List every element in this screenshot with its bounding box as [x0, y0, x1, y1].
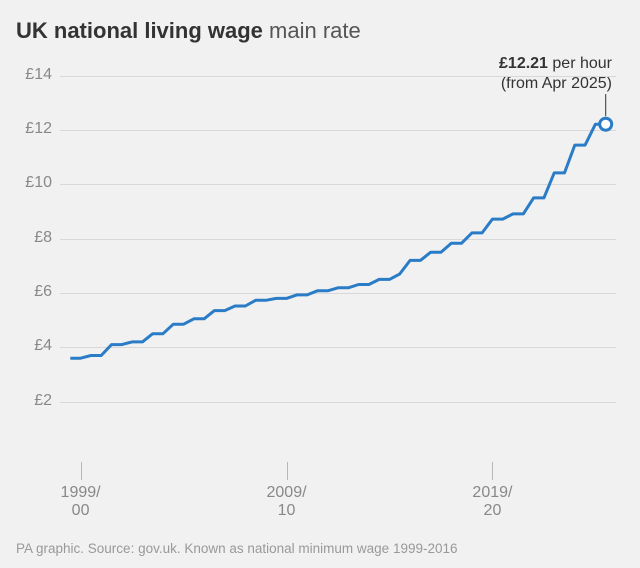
y-tick-label: £8 [18, 229, 52, 247]
annotation-line-1: £12.21 per hour [499, 54, 612, 74]
x-tick-mark [81, 462, 82, 480]
gridline [60, 130, 616, 131]
wage-line [70, 124, 605, 358]
x-tick-label: 1999/00 [61, 484, 101, 519]
annotation-line-2: (from Apr 2025) [499, 74, 612, 94]
y-tick-label: £10 [18, 174, 52, 192]
x-tick-mark [287, 462, 288, 480]
gridline [60, 293, 616, 294]
y-tick-label: £6 [18, 283, 52, 301]
chart-title: UK national living wage main rate [16, 18, 361, 44]
chart-footer: PA graphic. Source: gov.uk. Known as nat… [16, 541, 458, 556]
gridline [60, 402, 616, 403]
y-tick-label: £12 [18, 120, 52, 138]
title-bold: UK national living wage [16, 18, 263, 43]
annotation-unit: per hour [548, 55, 612, 72]
x-tick-label: 2019/20 [472, 484, 512, 519]
gridline [60, 76, 616, 77]
gridline [60, 239, 616, 240]
x-tick-label: 2009/10 [266, 484, 306, 519]
endpoint-annotation: £12.21 per hour (from Apr 2025) [499, 54, 612, 94]
gridline [60, 347, 616, 348]
gridline [60, 184, 616, 185]
y-tick-label: £2 [18, 392, 52, 410]
endpoint-marker [600, 118, 612, 130]
title-light: main rate [263, 18, 361, 43]
y-tick-label: £14 [18, 66, 52, 84]
x-tick-mark [492, 462, 493, 480]
chart-container: UK national living wage main rate £12.21… [0, 0, 640, 568]
y-tick-label: £4 [18, 337, 52, 355]
annotation-value: £12.21 [499, 55, 548, 72]
